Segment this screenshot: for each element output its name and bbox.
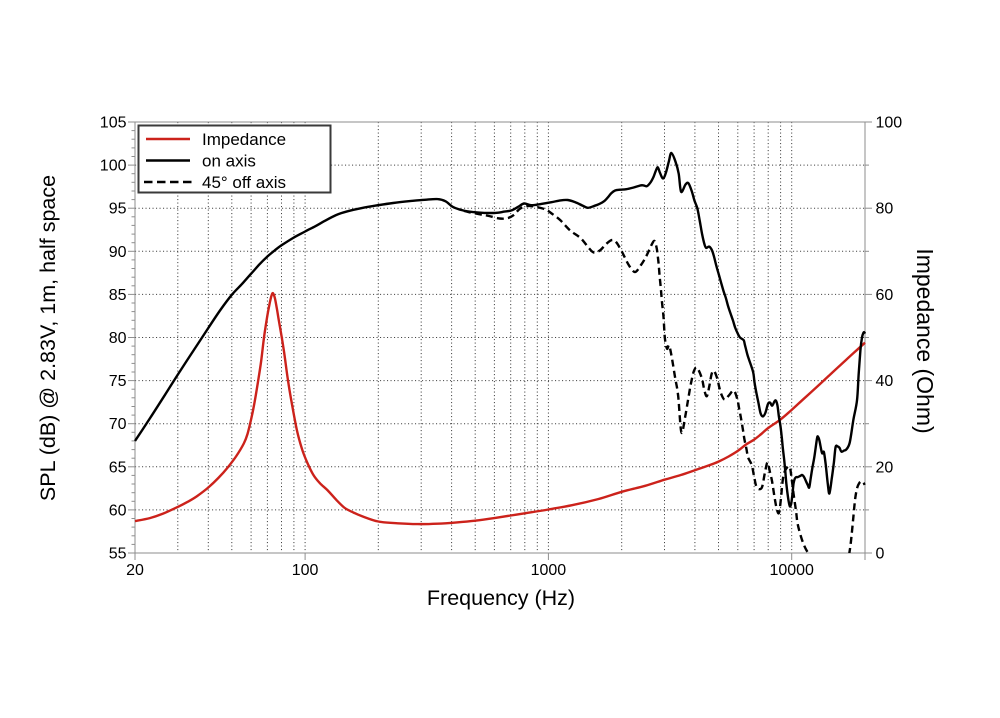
svg-text:100: 100	[100, 158, 127, 175]
svg-text:80: 80	[109, 330, 127, 347]
svg-text:45° off axis: 45° off axis	[202, 173, 286, 192]
svg-text:70: 70	[109, 416, 127, 433]
svg-text:100: 100	[876, 115, 903, 132]
svg-text:95: 95	[109, 201, 127, 218]
svg-text:60: 60	[876, 287, 894, 304]
svg-text:on axis: on axis	[202, 152, 256, 171]
svg-text:105: 105	[100, 115, 127, 132]
svg-text:1000: 1000	[531, 562, 567, 579]
svg-text:20: 20	[876, 459, 894, 476]
svg-text:80: 80	[876, 201, 894, 218]
svg-text:100: 100	[292, 562, 319, 579]
svg-text:20: 20	[126, 562, 144, 579]
svg-text:90: 90	[109, 244, 127, 261]
svg-text:0: 0	[876, 546, 885, 563]
svg-text:55: 55	[109, 546, 127, 563]
svg-text:60: 60	[109, 502, 127, 519]
svg-text:85: 85	[109, 287, 127, 304]
svg-text:65: 65	[109, 459, 127, 476]
svg-text:Frequency (Hz): Frequency (Hz)	[427, 586, 575, 610]
svg-text:10000: 10000	[769, 562, 814, 579]
svg-text:40: 40	[876, 373, 894, 390]
svg-text:Impedance: Impedance	[202, 130, 286, 149]
svg-text:Impedance (Ohm): Impedance (Ohm)	[912, 248, 938, 433]
svg-text:SPL (dB) @ 2.83V, 1m, half spa: SPL (dB) @ 2.83V, 1m, half space	[36, 175, 60, 501]
svg-text:75: 75	[109, 373, 127, 390]
